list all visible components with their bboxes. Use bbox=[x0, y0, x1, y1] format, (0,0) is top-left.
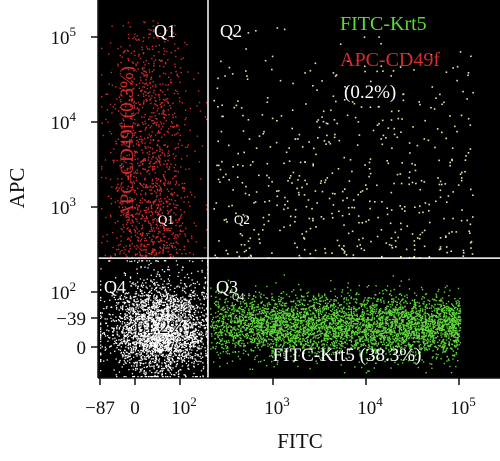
tick-label: −87 bbox=[85, 398, 115, 419]
tick-label: 105 bbox=[51, 24, 77, 49]
tick-label: −39 bbox=[56, 309, 86, 330]
tick-label: 104 bbox=[51, 109, 77, 134]
inner-label-q2: Q2 bbox=[234, 212, 250, 227]
dots-q1-apc-positive bbox=[101, 20, 208, 259]
tick-label: 104 bbox=[357, 394, 383, 419]
y-axis-ticks: −39 0 102 103 104 105 bbox=[51, 24, 98, 359]
tick-label: 105 bbox=[450, 394, 476, 419]
tick-label: 0 bbox=[77, 338, 87, 359]
tick-label: 103 bbox=[51, 194, 77, 219]
quadrant-label-q3: Q3 bbox=[216, 277, 238, 297]
tick-label: 103 bbox=[264, 394, 290, 419]
dots-q2-double-positive bbox=[213, 27, 474, 259]
dots-q4-double-negative bbox=[100, 260, 209, 378]
q1-percent-annotation: APC-CD49f (0.3%) bbox=[117, 66, 138, 218]
quadrant-label-q1: Q1 bbox=[154, 21, 176, 41]
quadrant-label-q4: Q4 bbox=[104, 277, 126, 297]
x-axis-ticks: −87 0 102 103 104 105 bbox=[85, 378, 476, 419]
legend-fitc-krt5: FITC-Krt5 bbox=[340, 13, 427, 35]
inner-label-q1: Q1 bbox=[158, 212, 174, 227]
x-axis-title: FITC bbox=[277, 429, 323, 453]
tick-label: 102 bbox=[171, 394, 197, 419]
dots-q3-fitc-positive bbox=[210, 274, 462, 374]
inner-label-q3: Q4 bbox=[232, 292, 244, 303]
tick-label: 0 bbox=[130, 398, 140, 419]
q3-percent-annotation: FITC-Krt5 (38.3%) bbox=[273, 345, 422, 366]
q2-percent-annotation: (0.2%) bbox=[344, 82, 396, 103]
quadrant-label-q2: Q2 bbox=[220, 21, 242, 41]
tick-label: 102 bbox=[51, 279, 77, 304]
y-axis-title: APC bbox=[5, 168, 29, 209]
q4-percent-annotation: 61.2% bbox=[135, 317, 184, 338]
legend-apc-cd49f: APC-CD49f bbox=[340, 49, 440, 71]
